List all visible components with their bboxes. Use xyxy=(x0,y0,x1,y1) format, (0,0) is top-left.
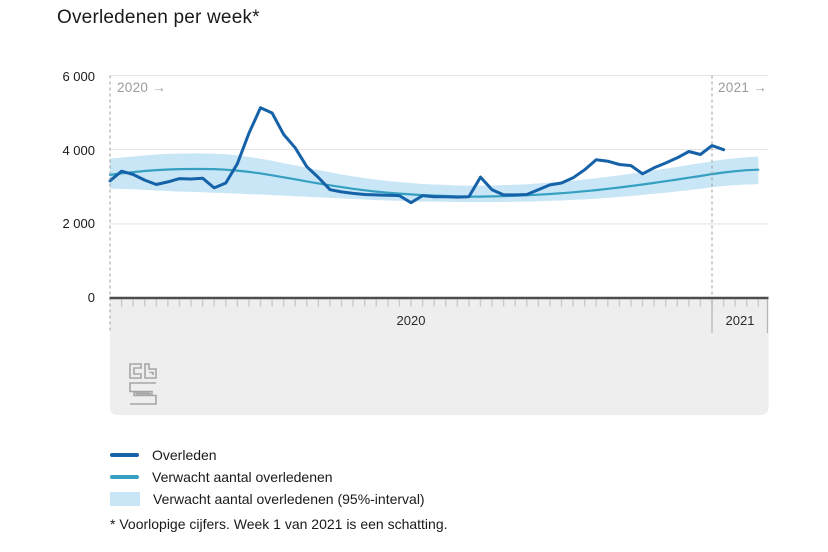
y-axis-label-2000: 2 000 xyxy=(62,216,95,231)
legend-item-overleden: Overleden xyxy=(110,444,425,466)
legend-line-swatch-verwacht xyxy=(110,475,139,479)
legend-line-swatch-overleden xyxy=(110,453,139,457)
chart-footnote: * Voorlopige cijfers. Week 1 van 2021 is… xyxy=(110,516,448,532)
legend-area-swatch-interval xyxy=(110,492,140,506)
period-label-2020: 2020 → xyxy=(117,80,167,95)
legend-item-interval: Verwacht aantal overledenen (95%-interva… xyxy=(110,488,425,510)
chart-title: Overledenen per week* xyxy=(57,7,260,28)
period-label-2021: 2021 → xyxy=(718,80,768,95)
legend-item-verwacht: Verwacht aantal overledenen xyxy=(110,466,425,488)
x-axis-label-2020: 2020 xyxy=(396,313,426,328)
x-axis-label-2021: 2021 xyxy=(725,313,755,328)
y-axis-label-4000: 4 000 xyxy=(62,143,95,158)
legend-label-overleden: Overleden xyxy=(152,447,217,463)
cbs-logo-icon xyxy=(129,363,157,405)
legend: Overleden Verwacht aantal overledenen Ve… xyxy=(110,444,425,510)
legend-label-verwacht: Verwacht aantal overledenen xyxy=(152,469,333,485)
y-axis-label-0: 0 xyxy=(87,290,95,305)
y-axis-label-6000: 6 000 xyxy=(62,69,95,84)
legend-label-interval: Verwacht aantal overledenen (95%-interva… xyxy=(153,491,425,507)
